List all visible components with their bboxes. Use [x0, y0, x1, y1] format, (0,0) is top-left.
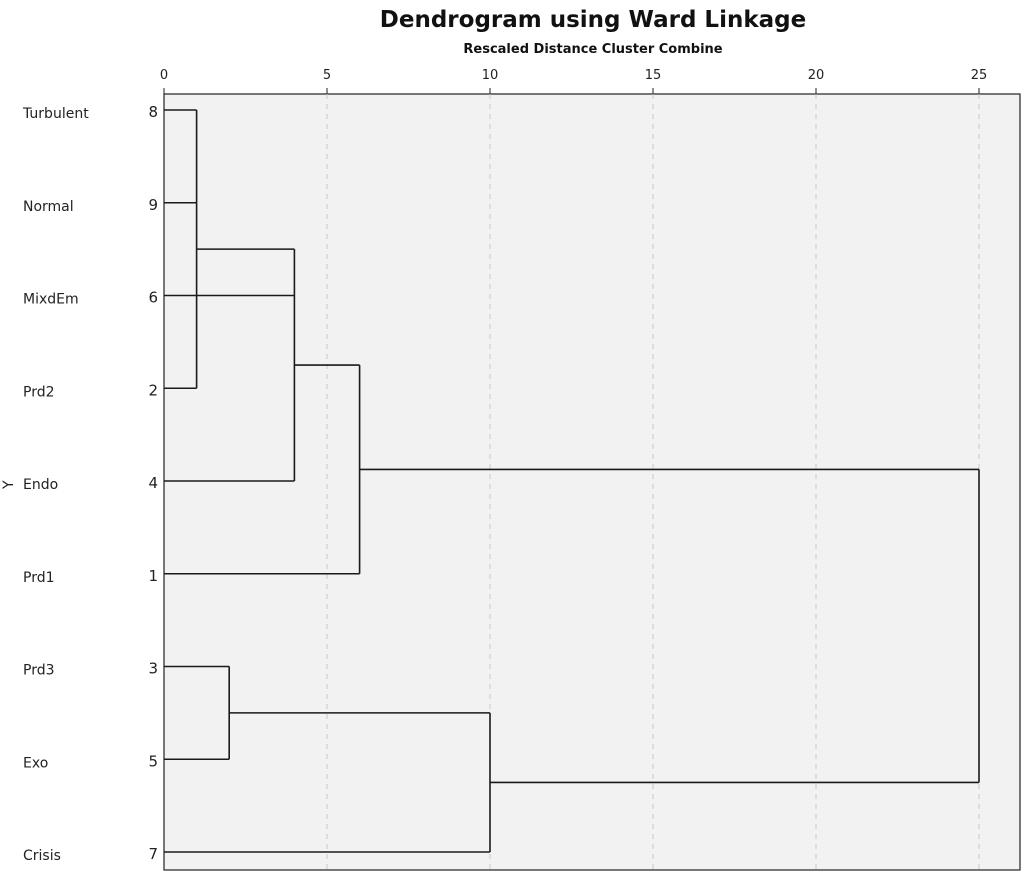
- leaf-id: 2: [148, 381, 158, 399]
- leaf-labels: Turbulent 8 Normal 9 MixdEm 6 Prd2 2 Endo 4 Prd1 1 P…: [22, 103, 158, 864]
- leaf-id: 9: [148, 196, 158, 214]
- x-tick-label: 15: [645, 68, 662, 83]
- leaf-id: 7: [148, 845, 158, 863]
- leaf-label: Turbulent: [22, 106, 89, 122]
- leaf-label: Endo: [23, 477, 58, 493]
- leaf-id: 8: [148, 103, 158, 121]
- x-tick-label: 10: [482, 68, 499, 83]
- x-tick-label: 20: [808, 68, 825, 83]
- leaf-label: Prd1: [23, 570, 55, 586]
- y-axis-label: Y: [1, 480, 17, 490]
- leaf-label: Normal: [23, 199, 74, 215]
- leaf-id: 5: [148, 752, 158, 770]
- leaf-id: 4: [148, 474, 158, 492]
- chart-title: Dendrogram using Ward Linkage: [380, 7, 806, 33]
- leaf-label: Crisis: [23, 848, 61, 864]
- dendrogram-links: [164, 109, 980, 853]
- leaf-label: Prd2: [23, 384, 55, 400]
- leaf-id: 1: [148, 567, 158, 585]
- plot-area: [163, 93, 1021, 871]
- x-tick-label: 25: [971, 68, 988, 83]
- chart-subtitle: Rescaled Distance Cluster Combine: [463, 42, 722, 57]
- x-axis-ticks: 0 5 10 15 20 25: [160, 68, 987, 94]
- leaf-label: Exo: [23, 755, 48, 771]
- leaf-id: 6: [148, 289, 158, 307]
- x-tick-label: 0: [160, 68, 168, 83]
- leaf-label: MixdEm: [23, 292, 79, 308]
- leaf-label: Prd3: [23, 663, 55, 679]
- leaf-id: 3: [148, 660, 158, 678]
- x-tick-label: 5: [323, 68, 331, 83]
